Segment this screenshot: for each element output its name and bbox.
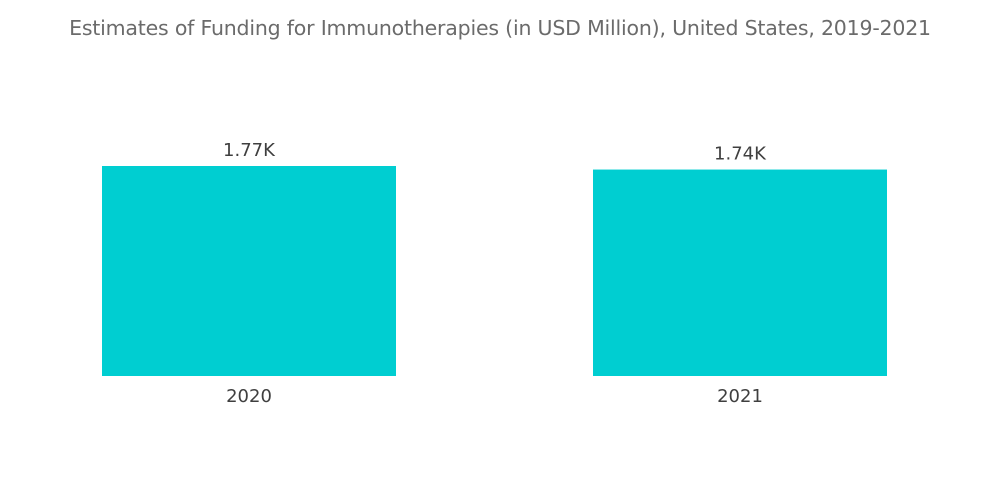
bar-2020 xyxy=(102,166,396,376)
bar-value-label: 1.77K xyxy=(223,140,276,161)
x-tick-label: 2021 xyxy=(717,386,763,407)
bar-value-label: 1.74K xyxy=(714,144,767,165)
x-tick-label: 2020 xyxy=(226,386,272,407)
chart-title: Estimates of Funding for Immunotherapies… xyxy=(69,16,931,40)
bar-2021 xyxy=(593,169,887,376)
